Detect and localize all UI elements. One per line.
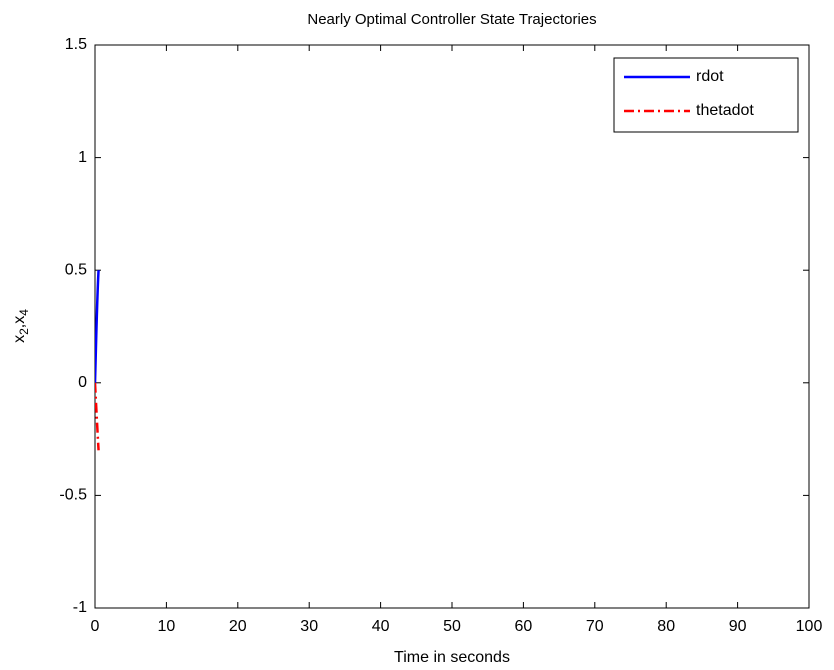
x-tick-label: 10	[158, 618, 176, 635]
y-axis-label: x2,x4	[11, 309, 31, 343]
x-tick-label: 50	[443, 618, 461, 635]
x-tick-label: 80	[657, 618, 675, 635]
x-tick-label: 40	[372, 618, 390, 635]
y-tick-label: -1	[73, 599, 87, 616]
line	[95, 270, 100, 383]
y-tick-label: 1	[78, 149, 87, 166]
y-tick-label: 1.5	[65, 36, 87, 53]
x-tick-label: 20	[229, 618, 247, 635]
x-tick-label: 70	[586, 618, 604, 635]
y-tick-label: -0.5	[59, 487, 87, 504]
line	[95, 382, 100, 451]
x-tick-label: 100	[796, 618, 823, 635]
x-axis-label: Time in seconds	[394, 649, 510, 666]
series-line	[95, 382, 100, 451]
series-line	[95, 270, 100, 383]
y-tick-label: 0.5	[65, 261, 87, 278]
axes-box	[94, 44, 810, 609]
x-tick-label: 90	[729, 618, 747, 635]
x-tick-label: 60	[515, 618, 533, 635]
x-tick-label: 0	[91, 618, 100, 635]
x-tick-label: 30	[300, 618, 318, 635]
legend-label: thetadot	[696, 102, 754, 119]
chart-title: Nearly Optimal Controller State Trajecto…	[307, 11, 596, 28]
legend-label: rdot	[696, 68, 724, 85]
legend-box	[613, 57, 799, 133]
y-tick-label: 0	[78, 374, 87, 391]
